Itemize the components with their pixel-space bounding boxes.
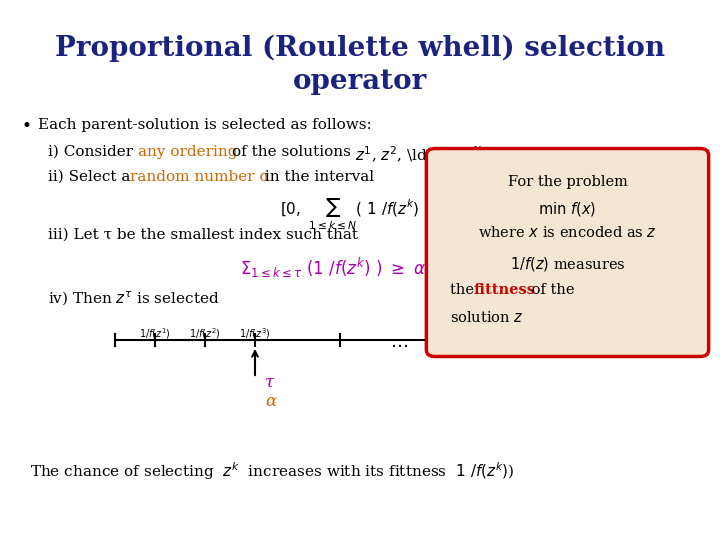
Text: Proportional (Roulette whell) selection: Proportional (Roulette whell) selection — [55, 35, 665, 62]
Text: $\Sigma_{1\leq k\leq \tau}\ (1\ /f(z^k)\ )\ \geq\ \alpha$: $\Sigma_{1\leq k\leq \tau}\ (1\ /f(z^k)\… — [240, 256, 426, 280]
Text: $\mathrm{min}\ f(x)$: $\mathrm{min}\ f(x)$ — [539, 200, 597, 218]
Text: random number α: random number α — [130, 170, 270, 184]
Text: ii) Select a: ii) Select a — [48, 170, 135, 184]
Text: operator: operator — [293, 68, 427, 95]
Text: $1/f(z^2)$: $1/f(z^2)$ — [189, 326, 221, 341]
Text: $1/f(z^1)$: $1/f(z^1)$ — [139, 326, 171, 341]
Text: i) Consider: i) Consider — [48, 145, 138, 159]
Text: iv) Then $z^\tau$ is selected: iv) Then $z^\tau$ is selected — [48, 290, 220, 308]
Text: τ: τ — [265, 374, 274, 390]
Text: α: α — [265, 394, 276, 410]
Text: where $x$ is encoded as $z$: where $x$ is encoded as $z$ — [478, 225, 657, 240]
Text: •: • — [22, 118, 32, 135]
Text: $z^1$, $z^2$, \ldots , $z^N$ in $P$: $z^1$, $z^2$, \ldots , $z^N$ in $P$ — [355, 145, 516, 165]
FancyBboxPatch shape — [426, 148, 708, 356]
Text: of the solutions: of the solutions — [232, 145, 356, 159]
Text: $1/f(z^N)$: $1/f(z^N)$ — [474, 326, 506, 341]
Text: $[0,\ \sum_{1\leq k\leq N}(\ 1\ /f(z^k)\ )]$: $[0,\ \sum_{1\leq k\leq N}(\ 1\ /f(z^k)\… — [280, 198, 436, 232]
Text: The chance of selecting  $z^k$  increases with its fittness  $1\ /f(z^k)$): The chance of selecting $z^k$ increases … — [30, 460, 515, 482]
Text: in the interval: in the interval — [260, 170, 374, 184]
Text: any ordering: any ordering — [138, 145, 238, 159]
Text: For the problem: For the problem — [508, 175, 627, 189]
Text: Each parent-solution is selected as follows:: Each parent-solution is selected as foll… — [38, 118, 372, 132]
Text: iii) Let τ be the smallest index such that: iii) Let τ be the smallest index such th… — [48, 228, 358, 242]
Text: …: … — [391, 333, 409, 351]
Text: $1/f(z^3)$: $1/f(z^3)$ — [239, 326, 271, 341]
Text: $1/f(z)$ measures: $1/f(z)$ measures — [510, 255, 626, 273]
Text: the: the — [450, 283, 479, 297]
Text: fittness: fittness — [474, 283, 536, 297]
Text: of the: of the — [527, 283, 575, 297]
Text: solution $z$: solution $z$ — [450, 310, 523, 325]
